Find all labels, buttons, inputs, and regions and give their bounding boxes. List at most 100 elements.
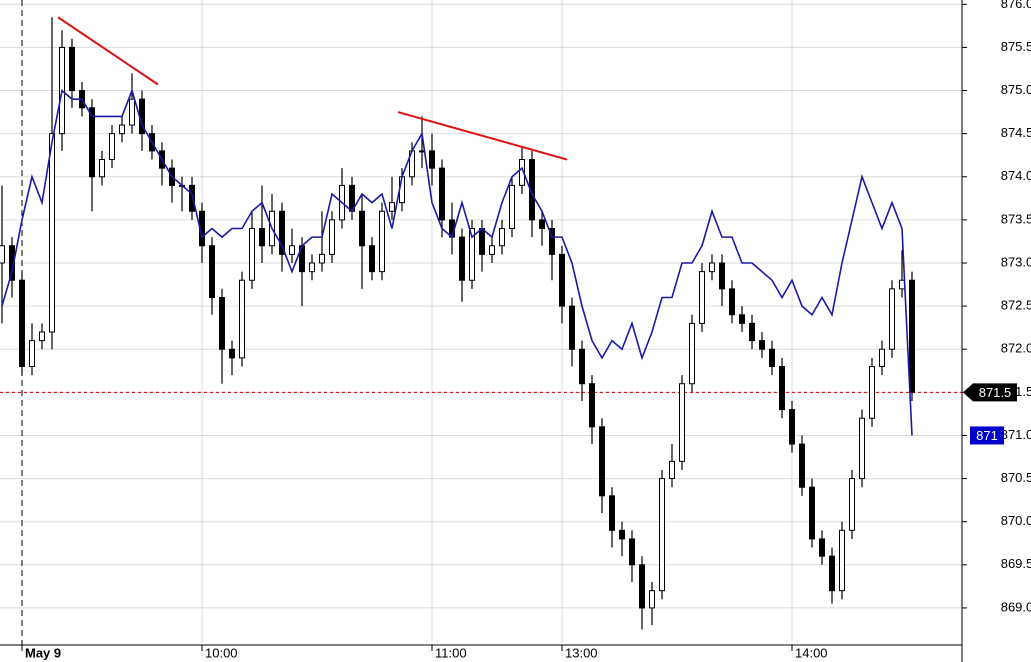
candle-body <box>809 486 815 540</box>
candle-body <box>729 288 735 316</box>
candle-body <box>769 348 775 367</box>
x-tick-label: 13:00 <box>565 645 598 660</box>
candle-body <box>859 417 865 480</box>
candle-body <box>589 383 595 428</box>
x-tick-label: May 9 <box>25 645 61 660</box>
candle-body <box>89 107 95 178</box>
candle-body <box>879 348 885 367</box>
candle-body <box>679 383 685 462</box>
candle-body <box>279 210 285 255</box>
candle-body <box>309 262 315 273</box>
candle-body <box>709 262 715 273</box>
candle-body <box>559 253 565 307</box>
y-tick-label: 869.0 <box>1001 599 1031 614</box>
y-tick-label: 873.5 <box>1001 211 1031 226</box>
y-tick-label: 870.0 <box>1001 513 1031 528</box>
candle-body <box>619 529 625 540</box>
candle-body <box>789 409 795 445</box>
candle-body <box>609 495 615 531</box>
y-tick-label: 873.0 <box>1001 254 1031 269</box>
candle-body <box>659 478 665 592</box>
candle-body <box>379 210 385 273</box>
candle-body <box>689 322 695 385</box>
x-tick-label: 10:00 <box>205 645 238 660</box>
candle-body <box>229 348 235 359</box>
y-tick-label: 869.5 <box>1001 556 1031 571</box>
y-tick-label: 875.0 <box>1001 82 1031 97</box>
candle-body <box>739 314 745 324</box>
candle-body <box>849 478 855 531</box>
candle-body <box>389 202 395 212</box>
candle-body <box>899 279 905 290</box>
candle-body <box>759 340 765 350</box>
candle-body <box>799 443 805 488</box>
y-tick-label: 876.0 <box>1001 0 1031 11</box>
candle-body <box>249 228 255 281</box>
candle-body <box>39 331 45 342</box>
candle-body <box>539 219 545 230</box>
candle-body <box>29 340 35 367</box>
y-tick-label: 872.0 <box>1001 341 1031 356</box>
candle-body <box>829 555 835 592</box>
candle-body <box>259 228 265 247</box>
candle-body <box>489 245 495 255</box>
candle-body <box>369 245 375 273</box>
trend-line <box>57 16 159 86</box>
candle-body <box>839 529 845 592</box>
candle-body <box>909 279 915 393</box>
indicator-line <box>1 88 913 436</box>
candle-body <box>479 228 485 255</box>
candle-body <box>359 210 365 247</box>
candle-body <box>579 348 585 385</box>
y-tick-label: 872.5 <box>1001 298 1031 313</box>
candle-body <box>469 228 475 281</box>
candle-body <box>889 288 895 350</box>
candle-body <box>699 271 705 324</box>
candle-body <box>289 245 295 255</box>
candle-body <box>819 538 825 557</box>
candle-body <box>779 365 785 411</box>
candle-body <box>649 590 655 609</box>
trend-line <box>397 111 568 161</box>
candle-body <box>69 46 75 92</box>
candle-body <box>869 365 875 419</box>
price-tag <box>970 426 1004 445</box>
price-tag-label: 871 <box>976 428 998 443</box>
candle-body <box>49 133 55 333</box>
candle-body <box>569 305 575 350</box>
candle-body <box>509 184 515 230</box>
price-tag <box>963 383 1017 402</box>
x-tick-label: 14:00 <box>795 645 828 660</box>
candle-body <box>499 228 505 247</box>
candle-body <box>239 279 245 359</box>
candle-body <box>9 245 15 281</box>
candle-body <box>329 219 335 255</box>
y-tick-label: 875.5 <box>1001 39 1031 54</box>
candle-body <box>0 245 5 264</box>
candle-body <box>189 184 195 212</box>
x-tick-label: 11:00 <box>435 645 467 660</box>
y-tick-label: 870.5 <box>1001 470 1031 485</box>
y-tick-label: 871.0 <box>1001 427 1031 442</box>
candle-body <box>119 124 125 135</box>
candle-body <box>549 228 555 255</box>
candle-body <box>99 159 105 178</box>
candle-body <box>219 296 225 350</box>
candle-body <box>749 322 755 342</box>
candle-body <box>109 133 115 161</box>
candle-body <box>459 236 465 281</box>
price-tag-label: 871.5 <box>979 385 1012 400</box>
candle-body <box>629 538 635 566</box>
candle-body <box>599 426 605 497</box>
y-tick-label: 874.0 <box>1001 168 1031 183</box>
candle-body <box>429 150 435 169</box>
candle-body <box>129 98 135 126</box>
candle-body <box>719 262 725 290</box>
candle-body <box>319 253 325 264</box>
candle-body <box>639 564 645 609</box>
candle-body <box>669 460 675 480</box>
candle-body <box>19 279 25 367</box>
candle-body <box>209 245 215 298</box>
